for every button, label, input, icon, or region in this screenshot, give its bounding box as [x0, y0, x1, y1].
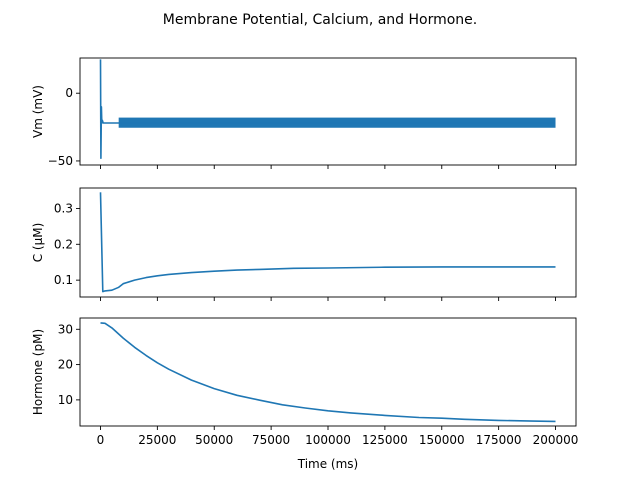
hormone-ytick-label: 30 — [58, 322, 73, 336]
vm-series-line — [99, 59, 556, 159]
calcium-axes-frame — [79, 187, 577, 298]
vm-ytick-label: −50 — [48, 154, 73, 168]
hormone-axes-frame — [79, 317, 577, 427]
calcium-panel: 0.1 0.2 0.3 C (μM) — [31, 187, 577, 301]
vm-plot-area — [99, 59, 556, 159]
x-axis-label: Time (ms) — [297, 457, 359, 471]
calcium-ytick-label: 0.3 — [54, 201, 73, 215]
calcium-y-axis-label: C (μM) — [31, 223, 45, 263]
hormone-plot-area — [100, 322, 556, 423]
hormone-xtick-label: 175000 — [476, 433, 522, 447]
hormone-series-line — [100, 322, 556, 423]
vm-ytick-label: 0 — [65, 86, 73, 100]
vm-axes-frame — [79, 57, 577, 166]
figure-title: Membrane Potential, Calcium, and Hormone… — [163, 12, 478, 28]
calcium-series-line — [99, 192, 556, 293]
vm-y-axis-label: Vm (mV) — [31, 85, 45, 138]
membrane-potential-panel: −50 0 Vm (mV) — [31, 57, 577, 169]
hormone-panel: 10 20 30 0 25000 50000 75000 100000 125000 150000… — [31, 317, 579, 447]
hormone-xtick-label: 150000 — [419, 433, 465, 447]
hormone-xtick-label: 25000 — [138, 433, 176, 447]
calcium-plot-area — [99, 192, 556, 293]
hormone-ytick-label: 10 — [58, 393, 73, 407]
hormone-xtick-label: 50000 — [195, 433, 233, 447]
hormone-y-axis-label: Hormone (pM) — [31, 329, 45, 415]
hormone-xtick-label: 100000 — [305, 433, 351, 447]
calcium-ytick-label: 0.2 — [54, 237, 73, 251]
hormone-xtick-label: 200000 — [533, 433, 579, 447]
hormone-xtick-label: 0 — [97, 433, 105, 447]
hormone-ytick-label: 20 — [58, 358, 73, 372]
hormone-xtick-label: 125000 — [362, 433, 408, 447]
calcium-ytick-label: 0.1 — [54, 273, 73, 287]
hormone-xtick-label: 75000 — [252, 433, 290, 447]
